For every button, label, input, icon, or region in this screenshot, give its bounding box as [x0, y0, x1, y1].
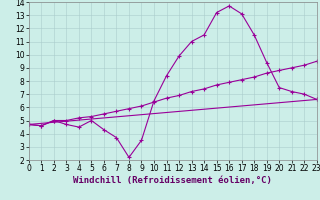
- X-axis label: Windchill (Refroidissement éolien,°C): Windchill (Refroidissement éolien,°C): [73, 176, 272, 185]
